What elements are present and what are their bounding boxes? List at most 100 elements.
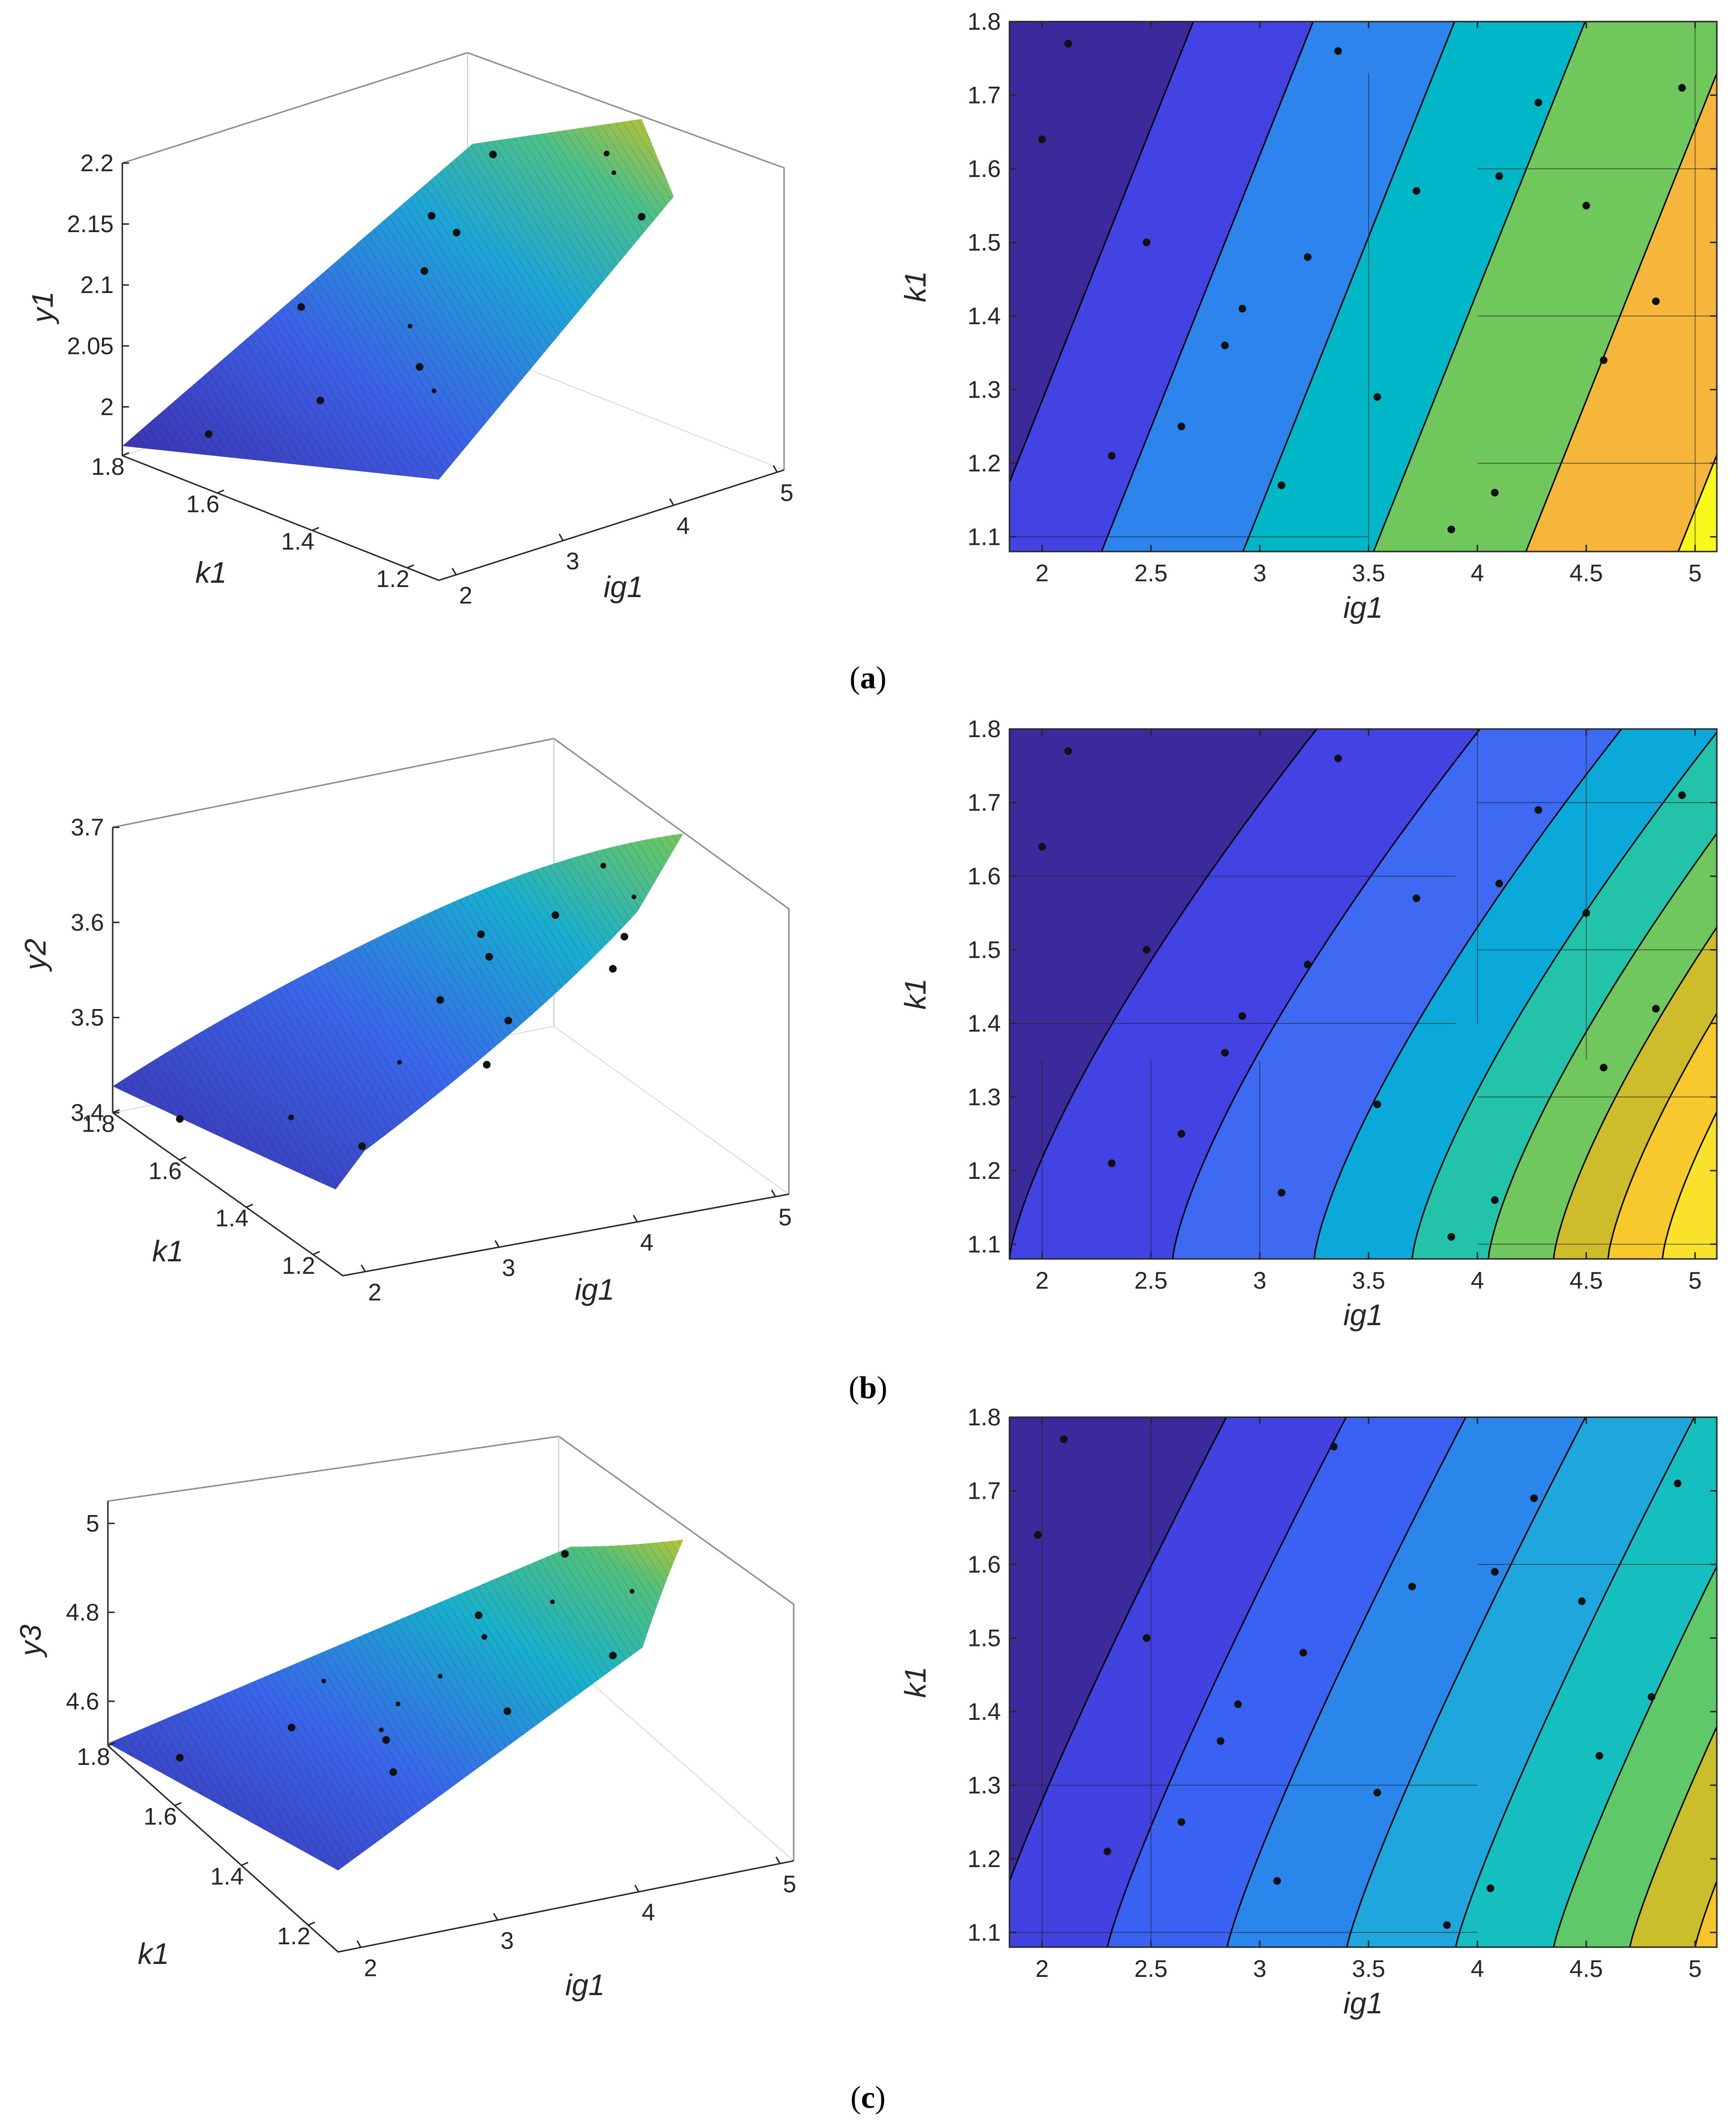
design-point [1373,1100,1381,1108]
x-tick-label: 2.5 [1134,1955,1168,1982]
contour-line [1346,1417,1586,1947]
contour-line [1106,1417,1347,1947]
design-point [1221,341,1229,350]
design-point [1595,1751,1603,1760]
surface-point [317,397,324,404]
contour-line [1101,22,1314,552]
surface-point [382,1736,390,1744]
surface-plot-y2: 3.4 3.5 3.6 3.7 1.8 1.6 1.4 1.2 2 3 4 5 y2 k1 ig1 [19,738,792,1306]
x-axis-label: ig1 [1343,1299,1383,1332]
surface-point [504,1707,511,1715]
k1-tick [313,1251,320,1256]
plot-frame [1009,21,1718,552]
k1-tick-label: 1.4 [281,528,315,555]
ig1-tick-label: 5 [783,1871,797,1898]
contour-band [1630,1727,1717,1947]
ig1-tick-label: 4 [677,513,690,540]
ig1-tick [773,465,778,473]
zlabel-b: y2 [19,939,52,972]
ig1-tick-label: 5 [780,480,794,506]
design-point [1142,238,1150,247]
y-tick-label: 1.2 [967,1157,1001,1184]
design-point [1234,1700,1242,1708]
design-point [1303,253,1312,261]
y-tick-label: 1.7 [967,82,1001,108]
contour-line [1172,729,1481,1259]
xlabel-c: ig1 [565,1969,605,2002]
y-tick-label: 1.1 [967,1231,1001,1257]
surface-mesh-b [113,834,683,1189]
plot-frame [1009,1416,1718,1948]
contour-plot-y2: 2 2.5 3 3.5 4 4.5 5 1.1 1.2 1.3 1.4 1.5 1.6 1.7 1.8 ig1… [899,716,1718,1332]
x-tick-label: 4.5 [1570,1267,1603,1294]
z-tick-label: 2.15 [67,211,114,237]
design-point [1038,843,1046,851]
surface-point [638,213,645,221]
ig1-tick-label: 2 [364,1955,377,1982]
box-back-b [112,738,790,1194]
surface-point [408,324,412,329]
design-point [1491,1196,1499,1204]
design-point [1408,1582,1416,1590]
design-point [1447,1233,1455,1241]
surface-point [453,229,460,236]
k1-tick [122,452,129,457]
ig1-tick [494,1240,500,1248]
k1-tick-label: 1.8 [82,1110,115,1137]
k1-tick-label: 1.4 [215,1205,249,1232]
ig1-tick-label: 4 [640,1229,654,1256]
y-tick-label: 1.5 [967,229,1001,256]
x-tick-label: 5 [1689,1955,1702,1982]
x-tick-label: 2 [1035,1267,1049,1294]
surface-point [550,1599,555,1604]
surface-point [489,151,497,158]
contour-line [1607,1011,1717,1259]
ig1-tick-label: 2 [368,1279,382,1306]
y-tick-label: 1.3 [967,376,1001,403]
k1-tick-label: 1.4 [211,1863,244,1890]
design-point [1443,1921,1451,1929]
surface-point [176,1115,184,1123]
design-point [1412,894,1420,902]
x-tick-label: 5 [1689,1267,1702,1294]
surface-point [428,212,435,220]
z-tick-label: 5 [86,1510,99,1537]
design-point [1177,1818,1185,1826]
z-tick-label: 2.2 [80,150,114,176]
contour-plot-y1: 2 2.5 3 3.5 4 4.5 5 1.1 1.2 1.3 1.4 1.5 1.6 1.7 1.8 ig1… [899,8,1718,624]
ig1-tick [633,1215,638,1222]
ylabel-b: k1 [152,1235,183,1268]
y-tick-label: 1.4 [967,303,1001,329]
design-point [1491,1568,1499,1576]
surface-point [438,1674,443,1679]
design-point [1038,135,1046,143]
surface-point [600,863,606,869]
design-point [1578,1597,1586,1605]
x-tick-label: 2.5 [1134,560,1168,587]
design-point [1278,1188,1286,1197]
surface-point [396,1702,400,1706]
surface-point [630,1589,634,1594]
k1-tick-label: 1.6 [148,1158,182,1185]
box-bottom-a [122,455,785,581]
ig1-tick-label: 3 [501,1927,514,1954]
z-tick-label: 4.6 [66,1688,99,1715]
y-tick-label: 1.6 [967,1551,1001,1578]
surface-point [504,1017,512,1024]
y-tick-label: 1.4 [967,1698,1001,1725]
design-point [1177,1130,1185,1138]
contour-line [1372,22,1586,552]
y-tick-label: 1.2 [967,450,1001,477]
z-tick-label: 3.7 [70,814,104,841]
x-tick-label: 4 [1471,1267,1484,1294]
design-point [1238,305,1246,313]
design-point [1334,754,1342,763]
design-point [1299,1649,1307,1657]
ig1-tick [356,1940,362,1948]
surface-point [389,1768,397,1776]
contour-line [1009,729,1317,1259]
ig1-tick [558,533,564,541]
surface-point [321,1679,326,1683]
surface-point [205,430,212,438]
design-point [1582,201,1590,210]
